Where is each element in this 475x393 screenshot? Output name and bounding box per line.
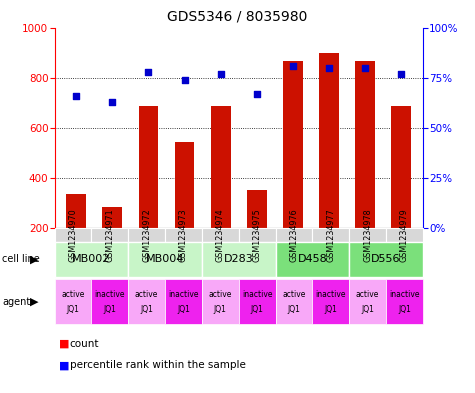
Text: GSM1234976: GSM1234976 xyxy=(289,208,298,262)
Text: inactive: inactive xyxy=(168,290,199,299)
Text: JQ1: JQ1 xyxy=(177,305,190,314)
Text: D556: D556 xyxy=(371,254,401,264)
Text: percentile rank within the sample: percentile rank within the sample xyxy=(70,360,246,371)
Bar xyxy=(319,53,339,228)
Point xyxy=(289,62,296,69)
Text: active: active xyxy=(61,290,85,299)
Bar xyxy=(211,107,230,228)
Text: D283: D283 xyxy=(224,254,254,264)
Text: MB002: MB002 xyxy=(72,254,111,264)
Text: GSM1234978: GSM1234978 xyxy=(363,208,372,262)
Bar xyxy=(355,61,375,228)
Text: GSM1234974: GSM1234974 xyxy=(216,208,225,262)
Bar xyxy=(139,107,158,228)
Text: GSM1234979: GSM1234979 xyxy=(400,208,409,262)
Point xyxy=(397,70,405,77)
Bar xyxy=(391,107,411,228)
Bar xyxy=(66,194,86,228)
Text: active: active xyxy=(282,290,305,299)
Text: agent: agent xyxy=(2,297,30,307)
Text: inactive: inactive xyxy=(242,290,272,299)
Text: active: active xyxy=(209,290,232,299)
Text: JQ1: JQ1 xyxy=(104,305,116,314)
Text: GSM1234973: GSM1234973 xyxy=(179,208,188,262)
Point xyxy=(361,64,369,71)
Text: active: active xyxy=(356,290,379,299)
Text: JQ1: JQ1 xyxy=(66,305,79,314)
Text: JQ1: JQ1 xyxy=(251,305,264,314)
Text: GSM1234970: GSM1234970 xyxy=(68,208,77,262)
Point xyxy=(109,99,116,105)
Text: inactive: inactive xyxy=(389,290,419,299)
Text: ▶: ▶ xyxy=(29,297,38,307)
Text: active: active xyxy=(135,290,158,299)
Point xyxy=(73,92,80,99)
Point xyxy=(181,77,189,83)
Point xyxy=(217,70,225,77)
Bar xyxy=(103,207,122,228)
Text: ▶: ▶ xyxy=(29,254,38,264)
Text: JQ1: JQ1 xyxy=(361,305,374,314)
Text: GSM1234977: GSM1234977 xyxy=(326,208,335,262)
Text: ■: ■ xyxy=(59,360,70,371)
Text: JQ1: JQ1 xyxy=(398,305,411,314)
Text: GDS5346 / 8035980: GDS5346 / 8035980 xyxy=(167,10,308,24)
Bar xyxy=(283,61,303,228)
Text: count: count xyxy=(70,339,99,349)
Text: GSM1234972: GSM1234972 xyxy=(142,208,151,262)
Text: cell line: cell line xyxy=(2,254,40,264)
Text: GSM1234975: GSM1234975 xyxy=(253,208,262,262)
Text: D458: D458 xyxy=(297,254,327,264)
Text: JQ1: JQ1 xyxy=(287,305,300,314)
Point xyxy=(325,64,332,71)
Point xyxy=(253,90,260,97)
Text: GSM1234971: GSM1234971 xyxy=(105,208,114,262)
Text: inactive: inactive xyxy=(95,290,125,299)
Text: JQ1: JQ1 xyxy=(214,305,227,314)
Bar xyxy=(175,141,194,228)
Point xyxy=(145,68,152,75)
Text: ■: ■ xyxy=(59,339,70,349)
Text: MB004: MB004 xyxy=(146,254,184,264)
Text: inactive: inactive xyxy=(315,290,346,299)
Text: JQ1: JQ1 xyxy=(140,305,153,314)
Bar xyxy=(247,190,266,228)
Text: JQ1: JQ1 xyxy=(324,305,337,314)
